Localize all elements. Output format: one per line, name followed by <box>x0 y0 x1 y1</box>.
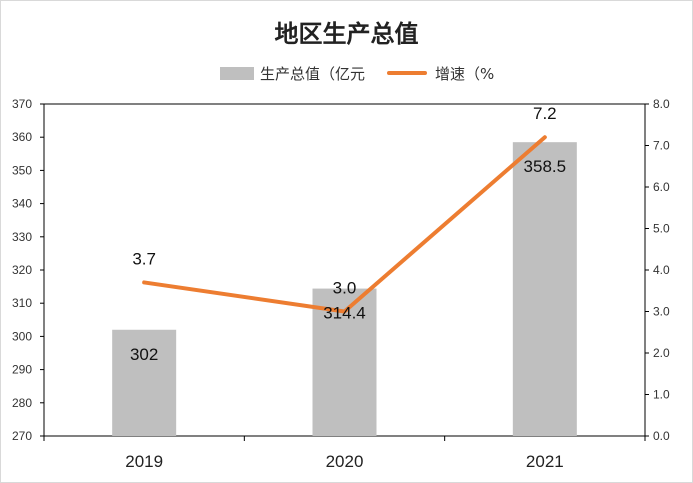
y-left-tick-label: 280 <box>12 396 32 410</box>
chart-title: 地区生产总值 <box>274 20 419 48</box>
bar-data-label: 358.5 <box>524 157 567 176</box>
y-right-tick-label: 5.0 <box>653 222 670 236</box>
y-left-tick-label: 320 <box>12 263 32 277</box>
y-right-tick-label: 4.0 <box>653 263 670 277</box>
y-right-tick-label: 3.0 <box>653 305 670 319</box>
y-right-tick-label: 8.0 <box>653 97 670 111</box>
y-left-tick-label: 360 <box>12 130 32 144</box>
line-data-label: 7.2 <box>533 104 557 123</box>
line-data-label: 3.0 <box>333 279 357 298</box>
x-tick-label: 2021 <box>526 452 564 471</box>
chart-legend: 生产总值（亿元 增速（% <box>220 62 516 84</box>
legend-item-growth: 增速（% <box>387 63 494 84</box>
y-left-tick-label: 370 <box>12 97 32 111</box>
x-tick-label: 2019 <box>125 452 163 471</box>
y-right-tick-label: 0.0 <box>653 429 670 443</box>
y-left-tick-label: 350 <box>12 163 32 177</box>
y-left-tick-label: 310 <box>12 296 32 310</box>
y-right-tick-label: 1.0 <box>653 388 670 402</box>
bar-data-label: 314.4 <box>323 304 366 323</box>
y-left-tick-label: 330 <box>12 230 32 244</box>
y-right-tick-label: 2.0 <box>653 346 670 360</box>
y-right-tick-label: 6.0 <box>653 180 670 194</box>
y-left-tick-label: 270 <box>12 429 32 443</box>
bar-data-label: 302 <box>130 345 158 364</box>
x-tick-label: 2020 <box>326 452 364 471</box>
y-left-tick-label: 340 <box>12 197 32 211</box>
y-left-tick-label: 300 <box>12 329 32 343</box>
bar-2019 <box>112 329 177 436</box>
legend-label-gdp: 生产总值（亿元 <box>260 64 366 83</box>
growth-line <box>142 135 547 314</box>
bar-2021 <box>512 142 577 436</box>
y-left-tick-label: 290 <box>12 363 32 377</box>
y-right-tick-label: 7.0 <box>653 139 670 153</box>
legend-swatch-bar <box>220 66 254 80</box>
legend-swatch-line <box>387 71 428 75</box>
legend-label-growth: 增速（% <box>435 64 495 83</box>
line-data-label: 3.7 <box>132 249 156 268</box>
legend-item-gdp: 生产总值（亿元 <box>220 63 365 84</box>
